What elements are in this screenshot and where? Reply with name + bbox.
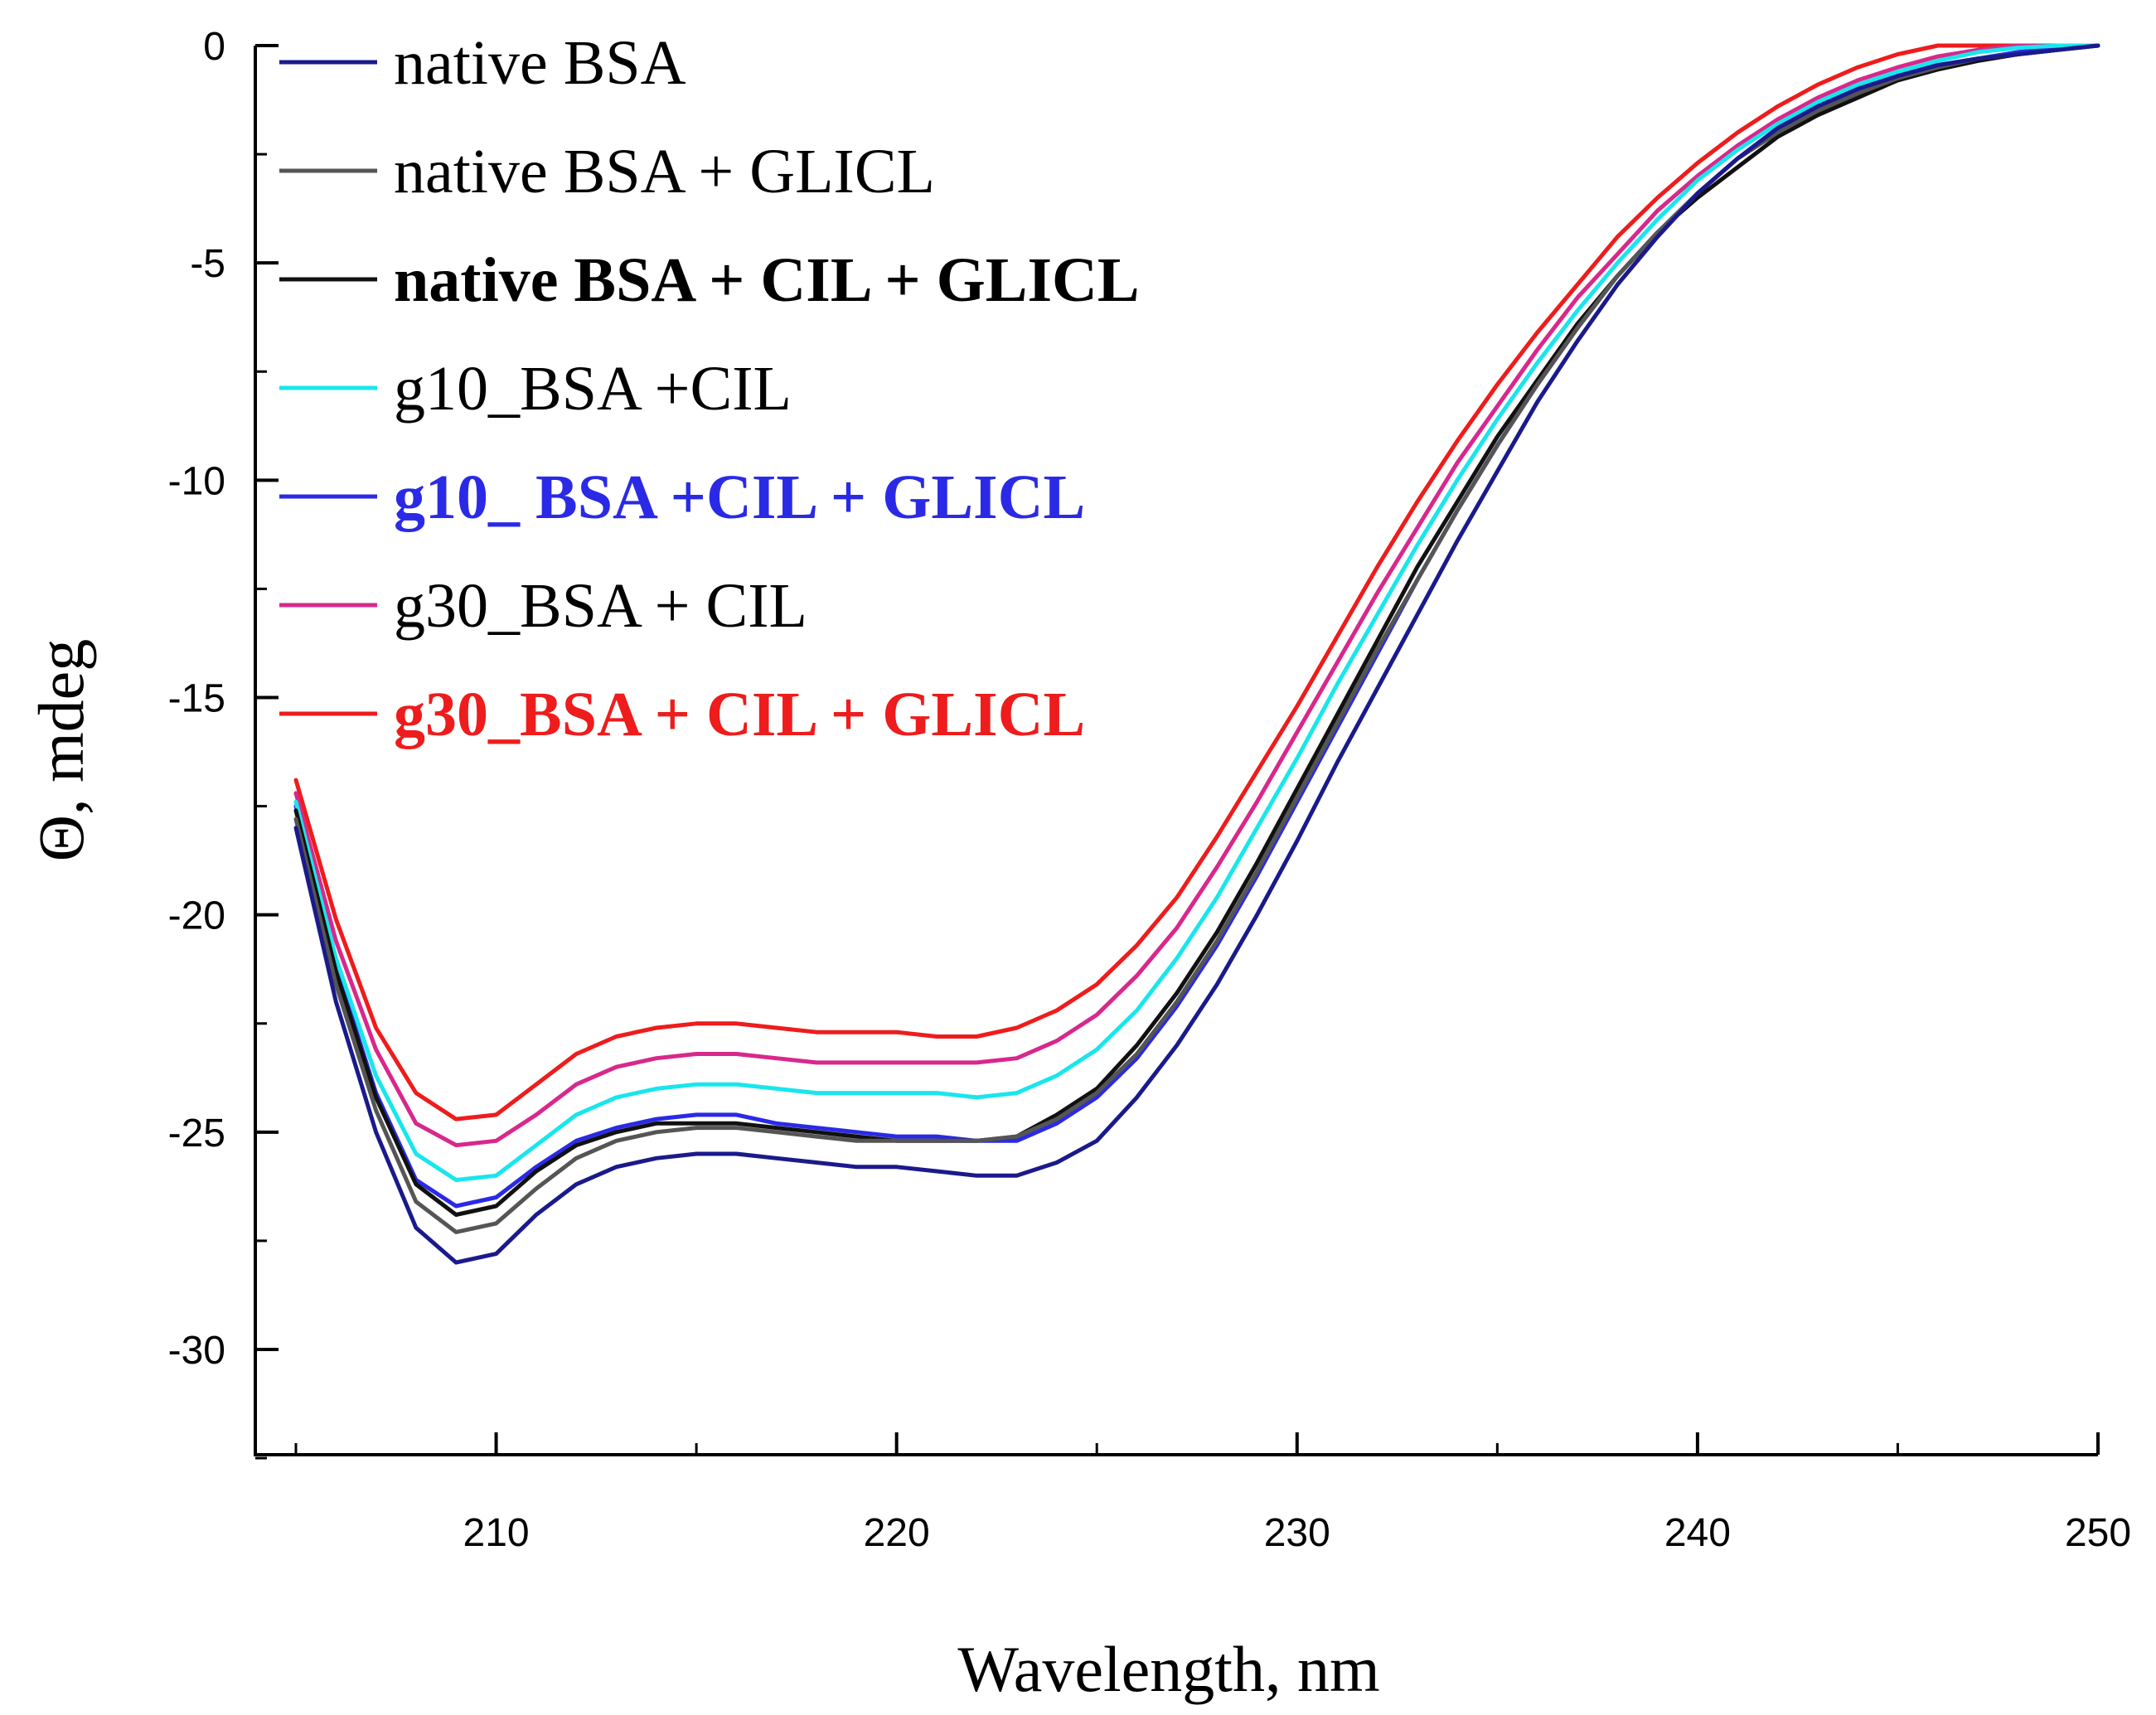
ticks: 0 -5 -10 -15 -20 -25 -30 210 220 230 240 250 <box>168 25 2131 1555</box>
x-tick-label: 250 <box>2065 1511 2131 1555</box>
legend-label: g30_BSA + CIL + GLICL <box>394 680 1085 749</box>
series-line-native-bsa-glicl <box>293 43 2100 1234</box>
series-line-g10-bsa-cil <box>293 43 2100 1182</box>
y-tick-label: -15 <box>168 677 225 721</box>
legend-label: native BSA + CIL + GLICL <box>394 245 1140 315</box>
series-line-g30-bsa-cil-glicl <box>293 43 2100 1122</box>
axes <box>254 46 2098 1456</box>
y-tick-label: -5 <box>190 242 225 286</box>
legend: native BSA native BSA + GLICL native BSA +… <box>279 28 1140 749</box>
x-axis-title: Wavelength, nm <box>957 1633 1379 1705</box>
legend-label: native BSA + GLICL <box>394 137 935 206</box>
x-tick-label: 220 <box>864 1511 930 1555</box>
plot-lines <box>293 43 2100 1265</box>
legend-label: g10_ BSA +CIL + GLICL <box>394 463 1085 532</box>
y-tick-label: -10 <box>168 459 225 503</box>
x-tick-label: 240 <box>1664 1511 1731 1555</box>
y-tick-label: -30 <box>168 1329 225 1373</box>
x-tick-label: 210 <box>463 1511 530 1555</box>
y-tick-label: -25 <box>168 1112 225 1155</box>
legend-label: g10_BSA +CIL <box>394 354 792 424</box>
y-tick-label: -20 <box>168 894 225 938</box>
y-axis-title: Θ, mdeg <box>25 639 97 862</box>
legend-label: g30_BSA + CIL <box>394 571 807 641</box>
series-line-g30-bsa-cil <box>293 43 2100 1148</box>
legend-label: native BSA <box>394 28 686 98</box>
series-line-native-bsa-cil-glicl <box>293 43 2100 1217</box>
y-tick-label: 0 <box>203 25 225 69</box>
x-tick-label: 230 <box>1264 1511 1330 1555</box>
series-line-native-bsa <box>293 43 2100 1265</box>
